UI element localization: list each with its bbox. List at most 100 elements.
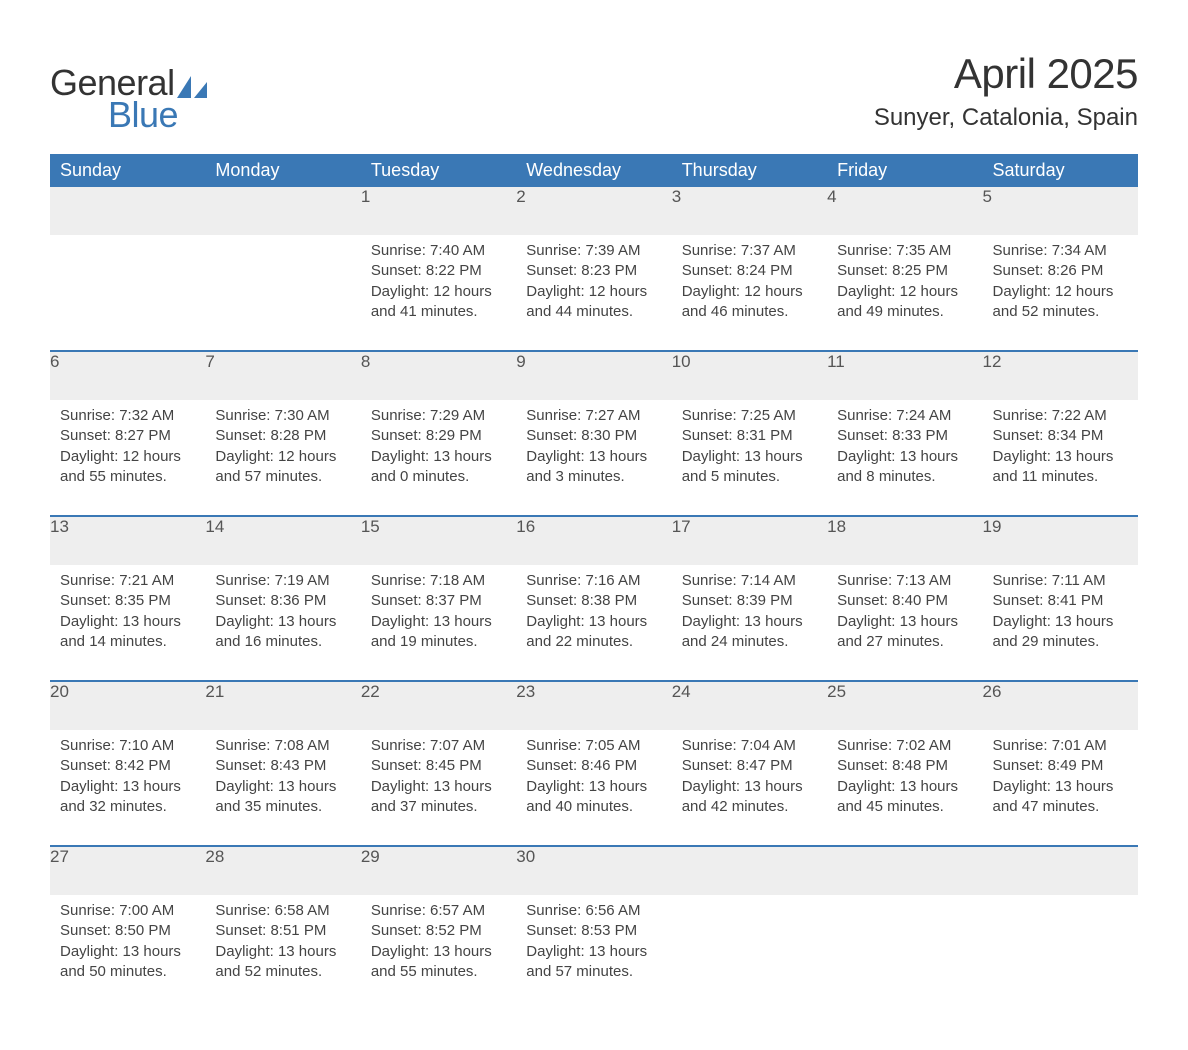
sunset-line: Sunset: 8:31 PM bbox=[682, 426, 817, 446]
day-details: Sunrise: 7:30 AMSunset: 8:28 PMDaylight:… bbox=[205, 400, 360, 487]
sunset-line: Sunset: 8:25 PM bbox=[837, 261, 972, 281]
day-number-row: 27282930 bbox=[50, 846, 1138, 895]
day-number-cell: 2 bbox=[516, 187, 671, 235]
sunrise-line: Sunrise: 7:08 AM bbox=[215, 736, 350, 756]
sunset-line: Sunset: 8:50 PM bbox=[60, 921, 195, 941]
sunrise-line: Sunrise: 7:40 AM bbox=[371, 241, 506, 261]
day-number-cell bbox=[983, 846, 1138, 895]
sunset-line: Sunset: 8:49 PM bbox=[993, 756, 1128, 776]
day-number-cell bbox=[205, 187, 360, 235]
sunset-line: Sunset: 8:53 PM bbox=[526, 921, 661, 941]
day-cell: Sunrise: 6:56 AMSunset: 8:53 PMDaylight:… bbox=[516, 895, 671, 1010]
sunset-line: Sunset: 8:47 PM bbox=[682, 756, 817, 776]
day-number-cell: 15 bbox=[361, 516, 516, 565]
day-number-row: 12345 bbox=[50, 187, 1138, 235]
day-cell: Sunrise: 7:24 AMSunset: 8:33 PMDaylight:… bbox=[827, 400, 982, 516]
sunrise-line: Sunrise: 7:22 AM bbox=[993, 406, 1128, 426]
day-cell: Sunrise: 7:37 AMSunset: 8:24 PMDaylight:… bbox=[672, 235, 827, 351]
sunset-line: Sunset: 8:40 PM bbox=[837, 591, 972, 611]
day-details: Sunrise: 7:18 AMSunset: 8:37 PMDaylight:… bbox=[361, 565, 516, 652]
weekday-header: Wednesday bbox=[516, 154, 671, 187]
day-number-cell: 29 bbox=[361, 846, 516, 895]
sunrise-line: Sunrise: 7:13 AM bbox=[837, 571, 972, 591]
daylight-line: Daylight: 13 hours and 55 minutes. bbox=[371, 942, 506, 983]
day-number-cell: 5 bbox=[983, 187, 1138, 235]
day-cell bbox=[827, 895, 982, 1010]
daylight-line: Daylight: 12 hours and 46 minutes. bbox=[682, 282, 817, 323]
sunrise-line: Sunrise: 7:32 AM bbox=[60, 406, 195, 426]
day-details: Sunrise: 7:21 AMSunset: 8:35 PMDaylight:… bbox=[50, 565, 205, 652]
weekday-header: Sunday bbox=[50, 154, 205, 187]
daylight-line: Daylight: 13 hours and 45 minutes. bbox=[837, 777, 972, 818]
day-cell: Sunrise: 7:14 AMSunset: 8:39 PMDaylight:… bbox=[672, 565, 827, 681]
sunrise-line: Sunrise: 7:11 AM bbox=[993, 571, 1128, 591]
sunrise-line: Sunrise: 7:01 AM bbox=[993, 736, 1128, 756]
day-number-cell: 14 bbox=[205, 516, 360, 565]
day-details: Sunrise: 7:02 AMSunset: 8:48 PMDaylight:… bbox=[827, 730, 982, 817]
sunrise-line: Sunrise: 7:37 AM bbox=[682, 241, 817, 261]
day-details: Sunrise: 7:10 AMSunset: 8:42 PMDaylight:… bbox=[50, 730, 205, 817]
day-details: Sunrise: 7:05 AMSunset: 8:46 PMDaylight:… bbox=[516, 730, 671, 817]
daylight-line: Daylight: 12 hours and 49 minutes. bbox=[837, 282, 972, 323]
sunrise-line: Sunrise: 7:10 AM bbox=[60, 736, 195, 756]
day-number-cell: 28 bbox=[205, 846, 360, 895]
day-cell: Sunrise: 7:16 AMSunset: 8:38 PMDaylight:… bbox=[516, 565, 671, 681]
day-cell bbox=[205, 235, 360, 351]
day-cell: Sunrise: 7:19 AMSunset: 8:36 PMDaylight:… bbox=[205, 565, 360, 681]
day-cell: Sunrise: 7:05 AMSunset: 8:46 PMDaylight:… bbox=[516, 730, 671, 846]
day-details: Sunrise: 7:01 AMSunset: 8:49 PMDaylight:… bbox=[983, 730, 1138, 817]
day-cell: Sunrise: 6:58 AMSunset: 8:51 PMDaylight:… bbox=[205, 895, 360, 1010]
day-details: Sunrise: 7:34 AMSunset: 8:26 PMDaylight:… bbox=[983, 235, 1138, 322]
day-details: Sunrise: 7:16 AMSunset: 8:38 PMDaylight:… bbox=[516, 565, 671, 652]
weekday-header: Thursday bbox=[672, 154, 827, 187]
day-number-cell: 27 bbox=[50, 846, 205, 895]
day-details: Sunrise: 6:57 AMSunset: 8:52 PMDaylight:… bbox=[361, 895, 516, 982]
day-cell: Sunrise: 7:39 AMSunset: 8:23 PMDaylight:… bbox=[516, 235, 671, 351]
sunrise-line: Sunrise: 7:29 AM bbox=[371, 406, 506, 426]
sunrise-line: Sunrise: 7:27 AM bbox=[526, 406, 661, 426]
sunrise-line: Sunrise: 7:14 AM bbox=[682, 571, 817, 591]
day-cell: Sunrise: 7:07 AMSunset: 8:45 PMDaylight:… bbox=[361, 730, 516, 846]
sunset-line: Sunset: 8:43 PM bbox=[215, 756, 350, 776]
day-details: Sunrise: 7:11 AMSunset: 8:41 PMDaylight:… bbox=[983, 565, 1138, 652]
day-cell: Sunrise: 7:32 AMSunset: 8:27 PMDaylight:… bbox=[50, 400, 205, 516]
day-number-row: 6789101112 bbox=[50, 351, 1138, 400]
sunset-line: Sunset: 8:33 PM bbox=[837, 426, 972, 446]
sunrise-line: Sunrise: 7:02 AM bbox=[837, 736, 972, 756]
daylight-line: Daylight: 13 hours and 24 minutes. bbox=[682, 612, 817, 653]
week-row: Sunrise: 7:32 AMSunset: 8:27 PM Daylight:… bbox=[50, 400, 1138, 516]
sunrise-line: Sunrise: 7:18 AM bbox=[371, 571, 506, 591]
daylight-line: Daylight: 12 hours and 44 minutes. bbox=[526, 282, 661, 323]
sunset-line: Sunset: 8:41 PM bbox=[993, 591, 1128, 611]
day-number-row: 13141516171819 bbox=[50, 516, 1138, 565]
day-cell: Sunrise: 7:13 AMSunset: 8:40 PMDaylight:… bbox=[827, 565, 982, 681]
sunrise-line: Sunrise: 7:30 AM bbox=[215, 406, 350, 426]
week-row: Sunrise: 7:00 AMSunset: 8:50 PM Daylight:… bbox=[50, 895, 1138, 1010]
day-details: Sunrise: 6:56 AMSunset: 8:53 PMDaylight:… bbox=[516, 895, 671, 982]
sunset-line: Sunset: 8:35 PM bbox=[60, 591, 195, 611]
day-details: Sunrise: 7:13 AMSunset: 8:40 PMDaylight:… bbox=[827, 565, 982, 652]
sunrise-line: Sunrise: 7:00 AM bbox=[60, 901, 195, 921]
day-number-cell bbox=[50, 187, 205, 235]
day-details: Sunrise: 7:27 AMSunset: 8:30 PMDaylight:… bbox=[516, 400, 671, 487]
day-cell: Sunrise: 7:35 AMSunset: 8:25 PMDaylight:… bbox=[827, 235, 982, 351]
sunset-line: Sunset: 8:29 PM bbox=[371, 426, 506, 446]
sunrise-line: Sunrise: 7:35 AM bbox=[837, 241, 972, 261]
logo: General Blue bbox=[50, 50, 211, 136]
sunrise-line: Sunrise: 7:07 AM bbox=[371, 736, 506, 756]
daylight-line: Daylight: 13 hours and 8 minutes. bbox=[837, 447, 972, 488]
day-cell: Sunrise: 7:10 AMSunset: 8:42 PMDaylight:… bbox=[50, 730, 205, 846]
day-number-cell bbox=[672, 846, 827, 895]
day-cell bbox=[672, 895, 827, 1010]
day-details: Sunrise: 6:58 AMSunset: 8:51 PMDaylight:… bbox=[205, 895, 360, 982]
day-number-cell: 18 bbox=[827, 516, 982, 565]
day-details: Sunrise: 7:07 AMSunset: 8:45 PMDaylight:… bbox=[361, 730, 516, 817]
daylight-line: Daylight: 13 hours and 0 minutes. bbox=[371, 447, 506, 488]
calendar-table: Sunday Monday Tuesday Wednesday Thursday… bbox=[50, 154, 1138, 1010]
weekday-header: Monday bbox=[205, 154, 360, 187]
sunset-line: Sunset: 8:27 PM bbox=[60, 426, 195, 446]
daylight-line: Daylight: 13 hours and 14 minutes. bbox=[60, 612, 195, 653]
weekday-header-row: Sunday Monday Tuesday Wednesday Thursday… bbox=[50, 154, 1138, 187]
day-cell: Sunrise: 7:04 AMSunset: 8:47 PMDaylight:… bbox=[672, 730, 827, 846]
sunset-line: Sunset: 8:30 PM bbox=[526, 426, 661, 446]
